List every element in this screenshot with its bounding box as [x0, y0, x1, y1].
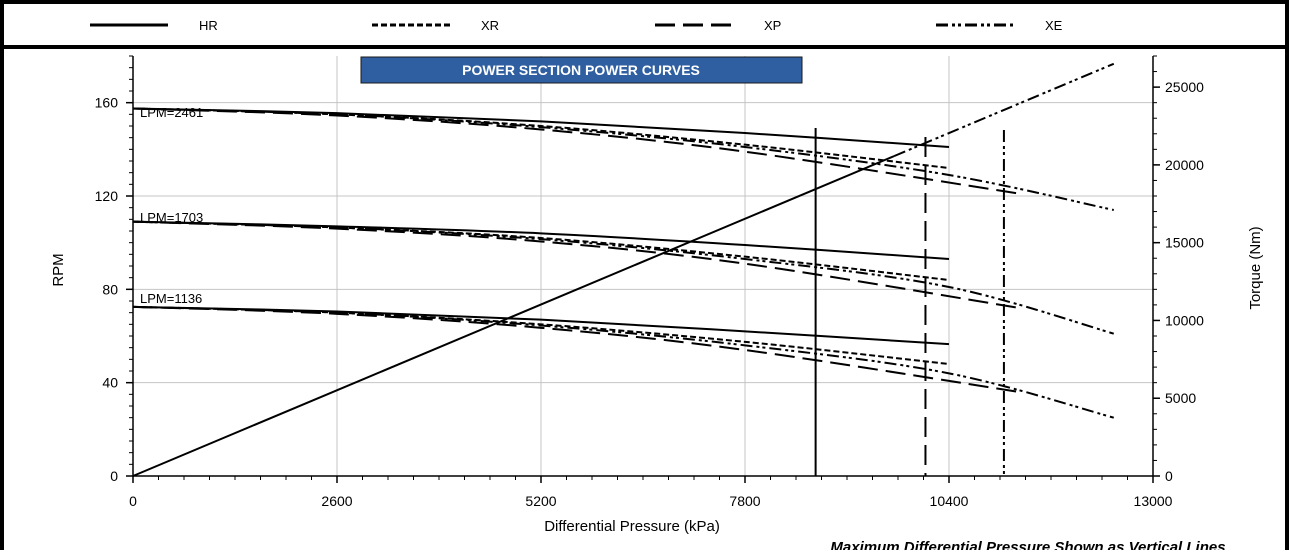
legend-label-hr: HR — [199, 18, 218, 33]
legend: HR XR XP XE — [90, 18, 1063, 33]
flow-label-3: LPM=1136 — [140, 291, 202, 306]
y2-tick-label-4: 20000 — [1165, 157, 1204, 173]
rpm-curve-xe-lpm-2461 — [132, 107, 1114, 211]
torque-line-extension — [893, 62, 1115, 158]
rpm-curve-xp-lpm-1703 — [132, 220, 1020, 309]
y-tick-label-2: 80 — [102, 281, 118, 297]
rpm-curve-xe-lpm-1703 — [132, 220, 1115, 335]
axes — [129, 55, 1157, 480]
x-tick-label-0: 0 — [129, 493, 137, 509]
rpm-curve-xe-lpm-1136 — [132, 305, 1115, 419]
legend-label-xe: XE — [1045, 18, 1063, 33]
rpm-curve-xr-lpm-1136 — [132, 305, 950, 365]
max-pressure-note: Maximum Differential Pressure Shown as V… — [830, 539, 1225, 550]
y-tick-label-1: 40 — [102, 375, 118, 391]
y2-tick-label-3: 15000 — [1165, 235, 1204, 251]
chart-title: POWER SECTION POWER CURVES — [462, 62, 700, 78]
y2-axis-title: Torque (Nm) — [1247, 226, 1264, 309]
y-tick-label-3: 120 — [95, 188, 119, 204]
y2-tick-label-0: 0 — [1165, 468, 1173, 484]
chart-title-background — [360, 56, 803, 84]
rpm-curve-xp-lpm-1136 — [132, 305, 1020, 393]
x-axis-title: Differential Pressure (kPa) — [544, 518, 720, 535]
x-tick-label-4: 10400 — [930, 493, 969, 509]
legend-label-xp: XP — [764, 18, 781, 33]
y-axis-title: RPM — [50, 253, 67, 286]
x-tick-label-1: 2600 — [321, 493, 352, 509]
flow-label-1: LPM=2461 — [140, 105, 203, 120]
torque-line — [132, 155, 895, 477]
y-tick-label-4: 160 — [95, 95, 119, 111]
y2-tick-label-2: 10000 — [1165, 312, 1204, 328]
legend-label-xr: XR — [481, 18, 499, 33]
rpm-curve-xp-lpm-2461 — [132, 107, 1020, 195]
x-tick-label-3: 7800 — [729, 493, 760, 509]
y2-tick-label-1: 5000 — [1165, 390, 1196, 406]
rpm-curve-xr-lpm-1703 — [132, 220, 950, 281]
flow-label-2: LPM=1703 — [140, 210, 203, 225]
y2-tick-label-5: 25000 — [1165, 79, 1204, 95]
x-tick-label-5: 13000 — [1134, 493, 1173, 509]
x-tick-label-2: 5200 — [525, 493, 556, 509]
chart-title-box: POWER SECTION POWER CURVES — [360, 56, 803, 84]
tick-labels: 0 2600 5200 7800 10400 13000 0 40 80 120 160 0 5000 1… — [95, 79, 1205, 509]
series-layer: LPM=2461 LPM=1703 LPM=1136 — [132, 62, 1115, 477]
y-tick-label-0: 0 — [110, 468, 118, 484]
